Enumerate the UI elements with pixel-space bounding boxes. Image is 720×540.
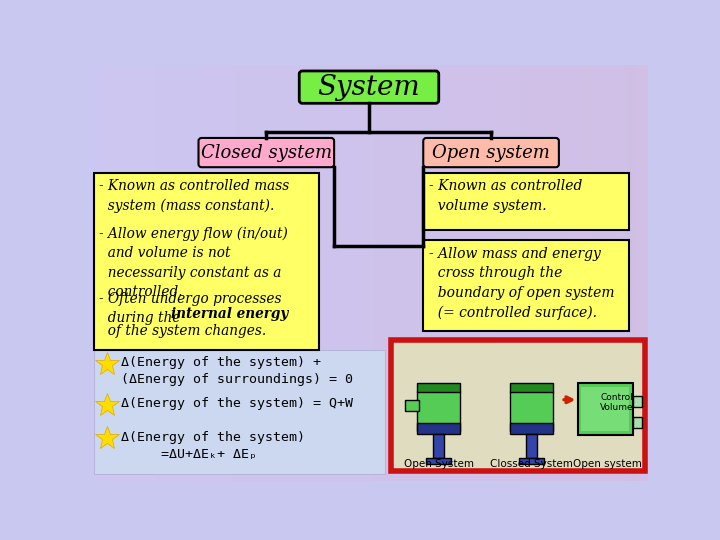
Text: - Allow mass and energy
  cross through the
  boundary of open system
  (= contr: - Allow mass and energy cross through th… bbox=[429, 247, 615, 320]
Text: Clossed System: Clossed System bbox=[490, 459, 573, 469]
Bar bbox=[519, 457, 544, 464]
Bar bbox=[578, 383, 632, 435]
Bar bbox=[510, 423, 554, 434]
Bar bbox=[581, 387, 629, 431]
Text: - Often undergo processes
  during the: - Often undergo processes during the bbox=[99, 292, 281, 326]
Bar bbox=[423, 240, 629, 331]
Bar bbox=[94, 350, 384, 475]
Bar bbox=[94, 173, 319, 350]
Text: System: System bbox=[318, 73, 420, 100]
Bar bbox=[417, 383, 461, 392]
Text: Δ(Energy of the system) +
(ΔEnergy of surroundings) = 0: Δ(Energy of the system) + (ΔEnergy of su… bbox=[121, 356, 353, 386]
Text: Δ(Energy of the system) = Q+W: Δ(Energy of the system) = Q+W bbox=[121, 397, 353, 410]
Text: of the system changes.: of the system changes. bbox=[99, 323, 266, 338]
Text: Δ(Energy of the system)
     =ΔU+ΔEₖ+ ΔEₚ: Δ(Energy of the system) =ΔU+ΔEₖ+ ΔEₚ bbox=[121, 430, 305, 461]
FancyBboxPatch shape bbox=[423, 138, 559, 167]
Text: Closed system: Closed system bbox=[201, 144, 332, 161]
FancyBboxPatch shape bbox=[199, 138, 334, 167]
Bar bbox=[426, 457, 451, 464]
Text: Open System: Open System bbox=[404, 459, 474, 469]
FancyBboxPatch shape bbox=[300, 71, 438, 103]
Text: - Known as controlled mass
  system (mass constant).: - Known as controlled mass system (mass … bbox=[99, 179, 289, 213]
Bar bbox=[510, 390, 554, 430]
Bar bbox=[405, 400, 418, 410]
Text: - Allow energy flow (in/out)
  and volume is not
  necessarily constant as a
  c: - Allow energy flow (in/out) and volume … bbox=[99, 226, 287, 299]
Text: internal energy: internal energy bbox=[171, 307, 288, 321]
Bar bbox=[423, 173, 629, 231]
Text: - Known as controlled
  volume system.: - Known as controlled volume system. bbox=[429, 179, 582, 213]
Bar bbox=[632, 396, 642, 407]
Text: Control
Volume: Control Volume bbox=[600, 393, 634, 412]
Bar bbox=[526, 434, 537, 457]
Bar bbox=[391, 340, 645, 471]
Bar bbox=[417, 423, 461, 434]
Bar bbox=[632, 417, 642, 428]
Text: Open system: Open system bbox=[573, 459, 642, 469]
Text: Open system: Open system bbox=[432, 144, 550, 161]
Bar bbox=[433, 434, 444, 457]
Bar bbox=[417, 390, 461, 430]
Bar bbox=[510, 383, 554, 392]
